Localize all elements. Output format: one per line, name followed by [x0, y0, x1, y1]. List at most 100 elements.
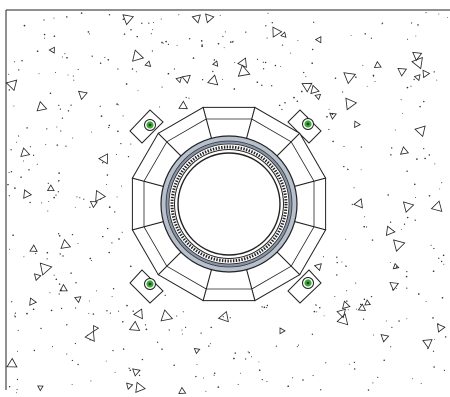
hatch-dot	[251, 356, 252, 358]
hatch-dot	[73, 79, 75, 81]
hatch-triangle	[422, 69, 431, 79]
hatch-dot	[58, 104, 60, 107]
hatch-dot	[439, 188, 441, 190]
hatch-dot	[196, 364, 198, 366]
hatch-dot	[416, 158, 418, 160]
hatch-triangle	[345, 97, 358, 111]
collar-segment-inner-line	[143, 226, 168, 267]
hatch-dot	[315, 304, 317, 306]
hatch-dot	[167, 43, 170, 46]
hatch-triangle	[272, 26, 283, 38]
collar-segment-inner-line	[290, 226, 315, 267]
hatch-triangle	[135, 381, 146, 394]
hatch-dot	[303, 71, 305, 74]
hatch-dot	[13, 61, 15, 63]
hatch-dot	[355, 76, 357, 78]
hatch-dot	[347, 309, 349, 311]
hatch-dot	[15, 392, 17, 394]
hatch-triangle	[313, 263, 322, 272]
hatch-dot	[372, 382, 374, 384]
hatch-dot	[127, 155, 130, 158]
hatch-dot	[364, 216, 366, 218]
hatch-dot	[135, 71, 137, 73]
hatch-dot	[49, 92, 52, 95]
hatch-triangle	[437, 323, 446, 333]
hatch-dot	[355, 282, 357, 284]
hatch-dot	[248, 352, 250, 354]
hatch-dot	[101, 161, 104, 164]
hatch-dot	[366, 226, 368, 228]
hatch-dot	[144, 324, 147, 326]
hatch-dot	[363, 298, 366, 301]
hatch-dot	[107, 227, 109, 230]
hatch-dot	[440, 260, 443, 263]
hatch-dot	[75, 282, 77, 284]
hatch-dot	[16, 141, 18, 143]
hatch-triangle	[389, 282, 400, 292]
hatch-triangle	[132, 49, 145, 62]
hatch-dot	[414, 219, 416, 221]
hatch-dot	[367, 389, 370, 391]
hatch-dot	[261, 84, 263, 87]
hatch-triangle	[336, 308, 346, 319]
hatch-dot	[57, 191, 60, 193]
hatch-dot	[40, 327, 42, 330]
hatch-dot	[12, 234, 14, 236]
hatch-dot	[230, 41, 232, 43]
hatch-dot	[59, 253, 61, 255]
hatch-dot	[424, 157, 426, 160]
hatch-dot	[126, 304, 128, 307]
hatch-dot	[88, 33, 91, 35]
hatch-dot	[398, 320, 400, 322]
hatch-dot	[355, 308, 357, 310]
hatch-dot	[401, 112, 403, 114]
hatch-triangle	[160, 309, 174, 322]
hatch-dot	[405, 275, 408, 278]
hatch-triangle	[336, 313, 349, 326]
hatch-triangle	[354, 120, 361, 129]
hatch-dot	[109, 312, 111, 314]
hatch-dot	[59, 108, 62, 110]
collar-segment-inner-line	[166, 265, 207, 290]
hatch-dot	[438, 257, 440, 259]
hatch-dot	[336, 261, 338, 264]
hatch-dot	[258, 369, 261, 371]
hatch-dot	[406, 170, 408, 173]
hatch-dot	[212, 70, 214, 73]
hatch-triangle	[84, 330, 95, 342]
hatch-dot	[176, 315, 178, 317]
hatch-dot	[26, 312, 28, 315]
hatch-dot	[265, 25, 267, 27]
hatch-dot	[16, 378, 19, 381]
hatch-dot	[120, 142, 122, 145]
hatch-dot	[58, 172, 60, 174]
hatch-dot	[391, 326, 393, 328]
hatch-dot	[188, 97, 190, 99]
hatch-dot	[438, 13, 440, 15]
hatch-dot	[47, 182, 49, 184]
hatch-dot	[57, 233, 60, 235]
hatch-dot	[123, 33, 126, 35]
hatch-dot	[262, 68, 265, 70]
hatch-dot	[18, 69, 20, 71]
collar-segment	[131, 177, 164, 231]
hatch-triangle	[430, 200, 443, 212]
hatch-dot	[296, 346, 298, 348]
hatch-triangle	[95, 189, 107, 202]
hatch-dot	[99, 62, 102, 65]
hatch-dot	[100, 115, 103, 117]
hatch-dot	[201, 79, 204, 81]
hatch-dot	[281, 108, 283, 111]
hatch-dot	[293, 96, 295, 99]
hatch-triangle	[402, 201, 415, 213]
hatch-dot	[266, 304, 269, 307]
hatch-dot	[122, 115, 124, 117]
hatch-triangle	[77, 90, 88, 101]
hatch-dot	[297, 344, 300, 346]
hatch-dot	[346, 290, 348, 292]
hatch-dot	[328, 108, 330, 110]
hatch-dot	[192, 57, 195, 59]
hatch-triangle	[178, 386, 187, 394]
hatch-dot	[161, 348, 163, 350]
hatch-triangle	[39, 262, 53, 276]
